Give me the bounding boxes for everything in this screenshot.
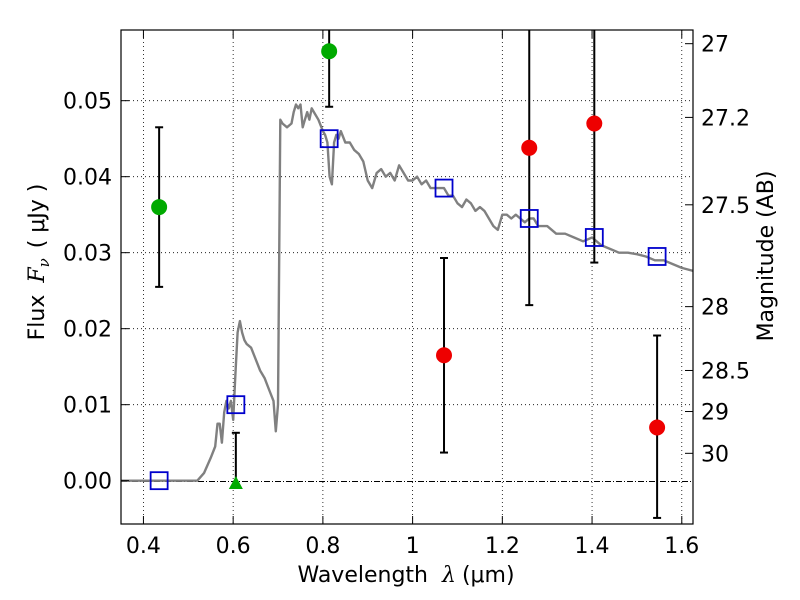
model-spectrum-line [121,103,693,482]
model-photometry-square [434,178,454,198]
series [121,30,693,519]
plot-area [121,30,693,519]
y-tick-label: 0.04 [63,166,112,191]
x-tick-label: 1.2 [485,534,520,559]
observed-point [521,139,538,156]
observed-point [586,115,603,132]
magnitude-tick-label: 27.5 [701,194,750,219]
plot-frame [120,29,694,525]
x-axis-label-units: (μm) [462,563,515,588]
magnitude-tick-label: 27 [701,33,729,58]
ticks: 0.4 0.6 0.8 1 1.2 1.4 1.6 0.00 0.01 0.02 0.03 0.04 0… [63,30,750,559]
y-tick-label: 0.02 [63,318,112,343]
model-photometry-square [319,129,339,149]
x-axis-label-symbol: λ [441,563,456,588]
magnitude-tick-label: 28.5 [701,359,750,384]
magnitude-tick-label: 28 [701,296,729,321]
y-tick-label: 0.03 [63,242,112,267]
observed-point [321,43,338,60]
observed-point [436,347,453,364]
y-axis-label-units: ( μJy ) [25,184,50,249]
y-axis-label-prefix: Flux [25,295,50,341]
y-tick-label: 0.00 [63,470,112,495]
model-photometry-square [584,228,604,247]
x-tick-label: 1 [406,534,420,559]
y-axis-label: Flux Fν ( μJy ) [25,184,53,341]
model-photometry-square [647,247,667,266]
x-axis-label: Wavelength λ (μm) [297,563,514,588]
right-axis-label: Magnitude (AB) [754,171,779,342]
x-axis-label-prefix: Wavelength [297,563,428,588]
x-tick-label: 0.4 [126,534,161,559]
upper-limit-triangle [228,475,243,489]
observed-point [151,199,168,216]
x-tick-label: 1.6 [664,534,699,559]
y-tick-label: 0.05 [63,90,112,115]
x-tick-label: 0.6 [216,534,251,559]
model-photometry-square [226,395,246,415]
magnitude-tick-label: 30 [701,442,729,467]
model-photometry-square [519,209,539,228]
y-tick-label: 0.01 [63,394,112,419]
magnitude-tick-label: 29 [701,401,729,426]
magnitude-tick-label: 27.2 [701,106,750,131]
y-axis-label-symbol: F [25,267,50,284]
grid [121,30,693,524]
x-tick-label: 0.8 [305,534,340,559]
model-photometry-square [149,471,169,491]
observed-point [649,419,666,436]
y-axis-label-subscript: ν [35,258,53,267]
x-tick-label: 1.4 [575,534,610,559]
